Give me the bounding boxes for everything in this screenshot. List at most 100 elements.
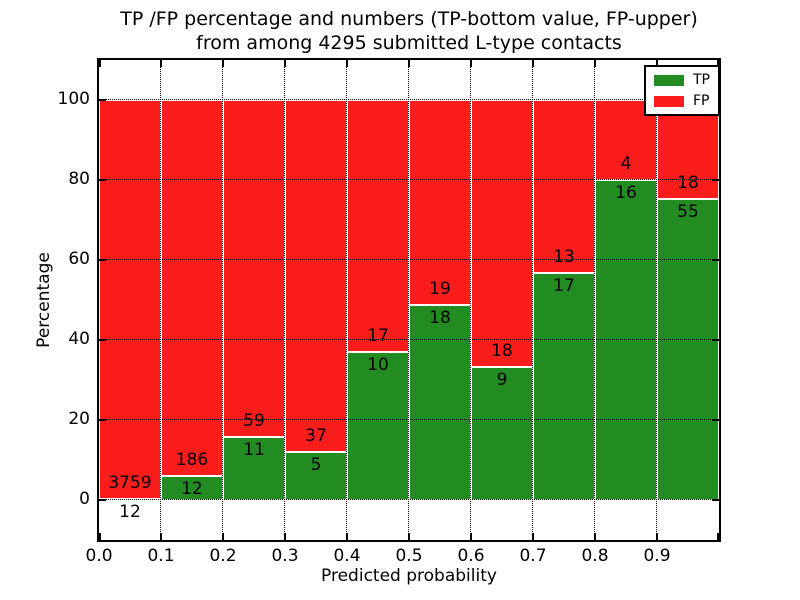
ytick-right-60 [712,259,719,261]
legend-entry-fp: FP [654,94,710,108]
legend-label-fp: FP [693,93,710,109]
ytick-left-100 [99,99,106,101]
xtick-top-1 [160,60,162,67]
bar-segment-fp-5 [409,100,471,306]
fp-color-swatch [654,95,684,107]
tp-count-label-4: 10 [367,354,389,375]
xtick-bottom-8 [594,533,596,540]
xtick-bottom-1 [160,533,162,540]
gridline-x-0.1 [160,60,161,540]
xtick-top-10 [717,60,719,67]
ytick-right-20 [712,419,719,421]
legend-entry-tp: TP [654,73,710,87]
xtick-top-3 [284,60,286,67]
xtick-label-0.0: 0.0 [85,546,113,566]
xtick-top-6 [470,60,472,67]
xtick-label-0.8: 0.8 [581,546,609,566]
chart-title-line2: from among 4295 submitted L-type contact… [196,32,622,54]
gridline-y-40 [99,339,719,340]
xtick-bottom-4 [346,533,348,540]
bar-segment-tp-6 [471,366,533,500]
fp-count-label-3: 37 [305,426,327,447]
ytick-label-100: 100 [57,89,90,109]
plot-area: TP FP 3759 12 186 12 59 11 37 5 17 10 19 18 18 9 13 17 4… [97,58,721,542]
xtick-label-0.6: 0.6 [457,546,485,566]
bar-segment-fp-0 [99,100,161,499]
xtick-top-4 [346,60,348,67]
bar-segment-tp-5 [409,305,471,500]
xtick-bottom-0 [99,533,101,540]
xtick-bottom-2 [222,533,224,540]
ytick-left-40 [99,339,106,341]
bar-segment-fp-7 [533,100,595,274]
ytick-left-20 [99,419,106,421]
xtick-label-0.3: 0.3 [271,546,299,566]
ytick-label-60: 60 [68,249,90,269]
fp-count-label-9: 18 [677,172,699,193]
fp-count-label-8: 4 [620,154,632,174]
fp-count-label-7: 13 [553,247,575,268]
xtick-top-8 [594,60,596,67]
xtick-bottom-5 [408,533,410,540]
xtick-label-0.7: 0.7 [519,546,547,566]
xtick-top-5 [408,60,410,67]
fp-count-label-4: 17 [367,325,389,346]
xtick-top-0 [99,60,101,67]
gridline-y-20 [99,419,719,420]
fp-count-label-2: 59 [243,411,265,432]
bar-segment-tp-7 [533,273,595,500]
tp-count-label-2: 11 [243,440,265,461]
ytick-label-80: 80 [68,169,90,189]
ytick-left-80 [99,179,106,181]
legend-label-tp: TP [693,72,710,88]
xtick-label-0.4: 0.4 [333,546,361,566]
chart-title-line1: TP /FP percentage and numbers (TP-bottom… [120,8,698,30]
xtick-label-0.9: 0.9 [643,546,671,566]
gridline-x-0.9 [656,60,657,540]
xtick-bottom-3 [284,533,286,540]
gridline-x-0.8 [594,60,595,540]
xtick-label-0.5: 0.5 [395,546,423,566]
gridline-x-0.4 [346,60,347,540]
bar-segment-fp-4 [347,100,409,352]
ytick-left-60 [99,259,106,261]
ytick-right-80 [712,179,719,181]
tp-count-label-7: 17 [553,276,575,297]
tp-count-label-8: 16 [615,183,637,203]
xtick-label-0.1: 0.1 [147,546,175,566]
bar-segment-tp-9 [657,198,719,500]
gridline-y-0 [99,499,719,500]
ytick-label-0: 0 [79,489,90,509]
tp-count-label-6: 9 [496,369,508,390]
xtick-bottom-10 [717,533,719,540]
ytick-label-40: 40 [68,329,90,349]
fp-count-label-6: 18 [491,340,513,361]
gridline-x-0.7 [532,60,533,540]
tp-count-label-1: 12 [181,478,203,499]
ytick-label-20: 20 [68,409,90,429]
x-axis-label: Predicted probability [321,566,497,586]
xtick-top-9 [656,60,658,67]
gridline-x-0.5 [408,60,409,540]
bar-segment-tp-8 [595,180,657,500]
bar-segment-fp-9 [657,100,719,199]
tp-count-label-9: 55 [677,201,699,222]
fp-count-label-1: 186 [175,449,209,470]
gridline-y-80 [99,179,719,180]
gridline-y-60 [99,259,719,260]
legend: TP FP [644,65,720,116]
tp-count-label-5: 18 [429,308,451,329]
ytick-right-40 [712,339,719,341]
bar-segment-fp-3 [285,100,347,453]
tp-color-swatch [654,74,684,86]
xtick-bottom-6 [470,533,472,540]
tp-count-label-3: 5 [310,455,322,476]
ytick-right-0 [712,499,719,501]
fp-count-label-5: 19 [429,279,451,300]
bar-segment-fp-6 [471,100,533,367]
ytick-left-0 [99,499,106,501]
gridline-x-0.3 [284,60,285,540]
xtick-label-0.2: 0.2 [209,546,237,566]
xtick-bottom-7 [532,533,534,540]
